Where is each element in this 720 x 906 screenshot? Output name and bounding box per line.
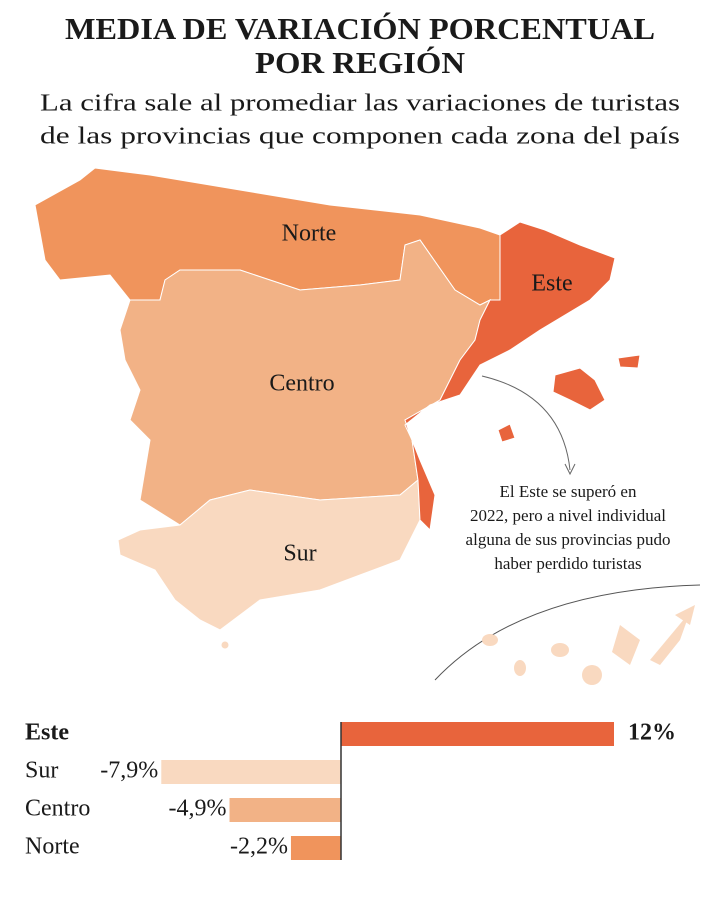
annotation-arrow [481, 375, 571, 471]
value-label: 12% [628, 720, 676, 746]
subtitle: La cifra sale al promediar las variacion… [40, 91, 680, 117]
map-label: Este [531, 271, 572, 297]
annotation: haber perdido turistas [494, 554, 641, 573]
map-label: Centro [269, 371, 334, 397]
category-label: Sur [25, 758, 58, 784]
value-label: -7,9% [100, 758, 158, 784]
map-label: Sur [283, 541, 316, 567]
region-este [404, 221, 641, 532]
bar [229, 798, 341, 822]
value-label: -4,9% [169, 796, 227, 822]
category-label: Este [25, 720, 69, 746]
arrowhead [564, 463, 576, 476]
bar [341, 722, 614, 746]
annotation: 2022, pero a nivel individual [470, 506, 666, 525]
category-label: Centro [25, 796, 90, 822]
annotation: alguna de sus provincias pudo [466, 530, 671, 549]
map [34, 167, 641, 650]
ceuta [220, 640, 230, 650]
annotation: El Este se superó en [500, 482, 637, 501]
canary-islands [434, 584, 701, 685]
subtitle: de las provincias que componen cada zona… [40, 124, 680, 150]
bar [290, 836, 341, 860]
title: POR REGIÓN [255, 45, 465, 80]
map-label: Norte [282, 221, 337, 247]
region-sur [117, 478, 421, 631]
category-label: Norte [25, 834, 80, 860]
value-label: -2,2% [230, 834, 288, 860]
title: MEDIA DE VARIACIÓN PORCENTUAL [65, 11, 655, 46]
bar [161, 760, 341, 784]
